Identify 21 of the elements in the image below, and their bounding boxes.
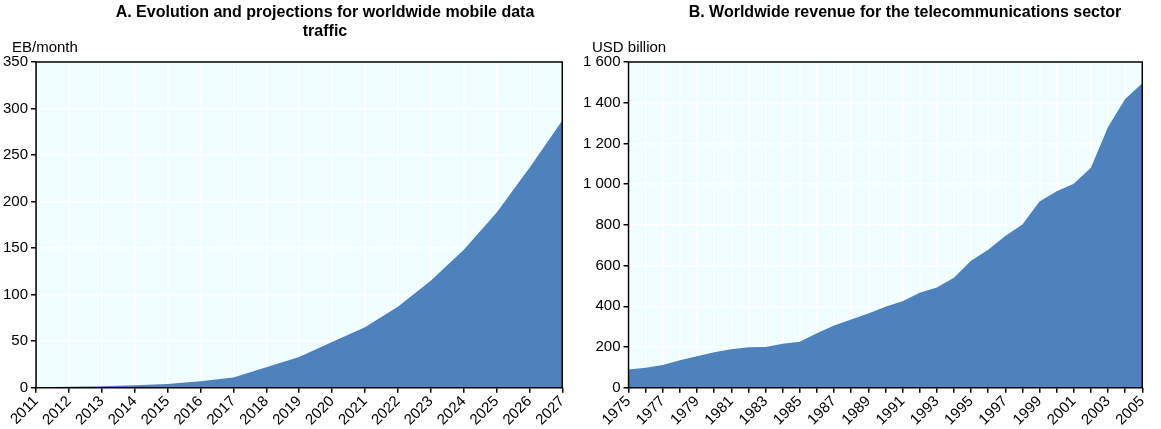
- y-tick-label: 0: [612, 377, 621, 395]
- chart-title: B. Worldwide revenue for the telecommunications sector: [687, 2, 1123, 21]
- y-tick-label: 1 600: [582, 52, 621, 70]
- y-tick-label: 250: [3, 145, 29, 163]
- y-axis-title: EB/month: [12, 38, 78, 55]
- y-tick-label: 1 000: [582, 174, 621, 192]
- y-tick-label: 150: [3, 238, 29, 256]
- y-tick-label: 50: [11, 331, 29, 349]
- y-tick-label: 350: [3, 52, 29, 70]
- y-tick-label: 0: [19, 377, 29, 395]
- y-tick-label: 100: [3, 284, 29, 302]
- y-tick-label: 300: [3, 98, 29, 116]
- y-tick-label: 1 200: [582, 133, 621, 151]
- y-tick-label: 200: [3, 191, 29, 209]
- y-tick-label: 600: [595, 255, 621, 273]
- y-tick-label: 400: [595, 296, 621, 314]
- y-tick-label: 800: [595, 214, 621, 232]
- y-tick-label: 200: [595, 337, 621, 355]
- y-tick-label: 1 400: [582, 92, 621, 110]
- chart-title: A. Evolution and projections for worldwide mobile data traffic: [114, 2, 536, 40]
- y-axis-title: USD billion: [592, 38, 667, 55]
